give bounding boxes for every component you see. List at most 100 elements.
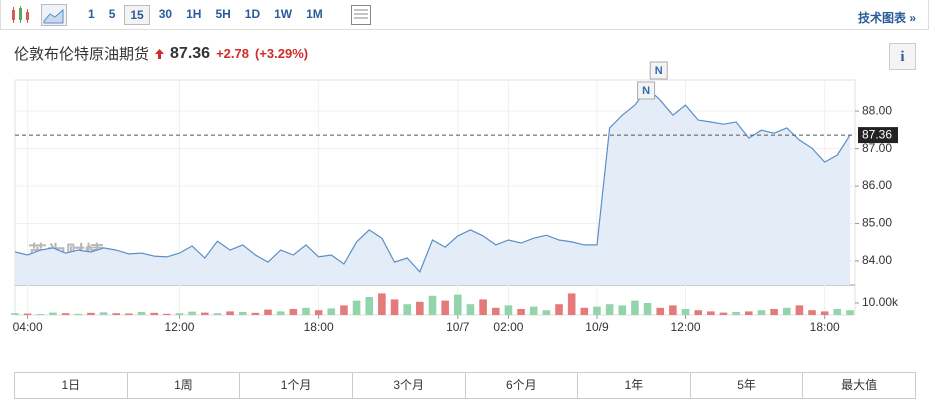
volume-bar: [416, 301, 424, 315]
volume-bar: [314, 310, 323, 315]
interval-button[interactable]: 1H: [186, 6, 202, 21]
volume-bar: [327, 308, 336, 315]
range-button[interactable]: 5年: [689, 373, 803, 398]
volume-bar: [656, 307, 665, 315]
interval-button[interactable]: 1: [88, 6, 95, 21]
volume-bar: [719, 312, 728, 315]
volume-bar: [428, 295, 437, 315]
volume-bar: [479, 299, 487, 315]
interval-button[interactable]: 15: [124, 4, 150, 25]
volume-bar: [36, 314, 45, 315]
volume-bar: [631, 300, 639, 315]
x-tick-label: 12:00: [671, 320, 701, 334]
price-area: [15, 88, 850, 285]
volume-bar: [529, 306, 538, 315]
x-tick-label: 04:00: [13, 320, 43, 334]
volume-bar: [542, 310, 551, 315]
volume-bar: [340, 305, 348, 315]
volume-bar: [23, 313, 32, 315]
v-tick-label: 10.00k: [862, 295, 899, 309]
news-marker: N: [642, 85, 650, 97]
range-button[interactable]: 3个月: [351, 373, 465, 398]
range-button[interactable]: 1个月: [239, 373, 352, 398]
range-button[interactable]: 6个月: [464, 373, 578, 398]
intervals: 1 5 15 30 1H 5H 1D 1W 1M: [81, 4, 330, 25]
volume-bar: [580, 307, 589, 315]
range-buttons: 1日 1周 1个月 3个月 6个月 1年 5年 最大值: [14, 372, 916, 399]
volume-bar: [352, 300, 361, 315]
volume-bar: [770, 309, 778, 315]
volume-bar: [61, 313, 70, 315]
volume-bar: [87, 312, 95, 315]
volume-bar: [238, 312, 247, 315]
x-tick-label: 18:00: [810, 320, 840, 334]
news-marker-box: [649, 61, 668, 80]
news-marker-box: [637, 81, 656, 100]
range-button[interactable]: 1日: [61, 378, 81, 392]
volume-bar: [112, 313, 121, 315]
volume-bar: [302, 307, 310, 315]
interval-button[interactable]: 1D: [244, 6, 261, 21]
volume-bar: [567, 293, 576, 315]
volume-bar: [605, 304, 614, 315]
volume-bar: [555, 304, 563, 315]
y-tick-label: 87.00: [862, 141, 892, 155]
volume-bar: [264, 309, 272, 315]
volume-bar: [11, 313, 19, 315]
volume-bar: [289, 309, 298, 315]
range-button[interactable]: 1年: [577, 373, 690, 398]
y-tick-label: 86.00: [862, 178, 892, 192]
news-marker: N: [655, 65, 663, 77]
table-icon[interactable]: [350, 4, 372, 26]
chart: 英为财情Investing.com84.0085.0086.0087.0088.…: [11, 61, 899, 334]
up-arrow: [155, 48, 165, 59]
volume-bar: [833, 309, 842, 315]
volume-bar: [188, 311, 196, 315]
interval-button[interactable]: 1W: [274, 6, 293, 21]
volume-bar: [378, 293, 386, 315]
volume-bar: [707, 311, 715, 315]
volume-bar: [820, 311, 829, 315]
volume-bar: [491, 307, 500, 315]
area-icon[interactable]: [41, 3, 67, 26]
volume-bar: [808, 310, 816, 315]
volume-bar: [681, 309, 690, 315]
range-button[interactable]: 最大值: [802, 373, 915, 398]
candle-icon[interactable]: [9, 4, 31, 26]
interval-button[interactable]: 30: [158, 6, 173, 21]
volume-bar: [846, 310, 854, 315]
last-price-box: [858, 127, 898, 144]
volume-bar: [782, 307, 791, 315]
interval-button[interactable]: 1M: [306, 6, 323, 21]
volume-bar: [466, 304, 475, 315]
volume-bar: [694, 310, 702, 315]
volume-bar: [403, 304, 411, 315]
volume-bar: [74, 313, 83, 315]
volume-bar: [226, 311, 234, 315]
volume-bar: [643, 303, 652, 315]
volume-bar: [744, 311, 753, 315]
volume-bar: [276, 311, 285, 315]
volume-bar: [213, 313, 222, 315]
change: +2.78: [216, 46, 249, 61]
interval-button[interactable]: 5H: [215, 6, 231, 21]
interval-button[interactable]: 5: [108, 6, 116, 21]
volume-bar: [795, 305, 804, 315]
info-button[interactable]: i: [889, 43, 916, 70]
volume-bar: [175, 313, 184, 315]
y-tick-label: 84.00: [862, 253, 892, 267]
x-tick-label: 10/7: [446, 320, 470, 334]
last-price-label: 87.36: [862, 127, 892, 141]
y-tick-label: 88.00: [862, 103, 892, 117]
volume-bar: [49, 312, 57, 315]
range-button[interactable]: 1周: [126, 373, 240, 398]
y-tick-label: 85.00: [862, 216, 892, 230]
x-tick-label: 10/9: [585, 320, 609, 334]
volume-bar: [163, 313, 171, 315]
volume-bar: [454, 294, 462, 315]
volume-bar: [137, 312, 146, 315]
volume-bar: [441, 300, 449, 315]
tech-chart-link[interactable]: 技术图表 »: [857, 11, 916, 25]
x-tick-label: 18:00: [304, 320, 334, 334]
